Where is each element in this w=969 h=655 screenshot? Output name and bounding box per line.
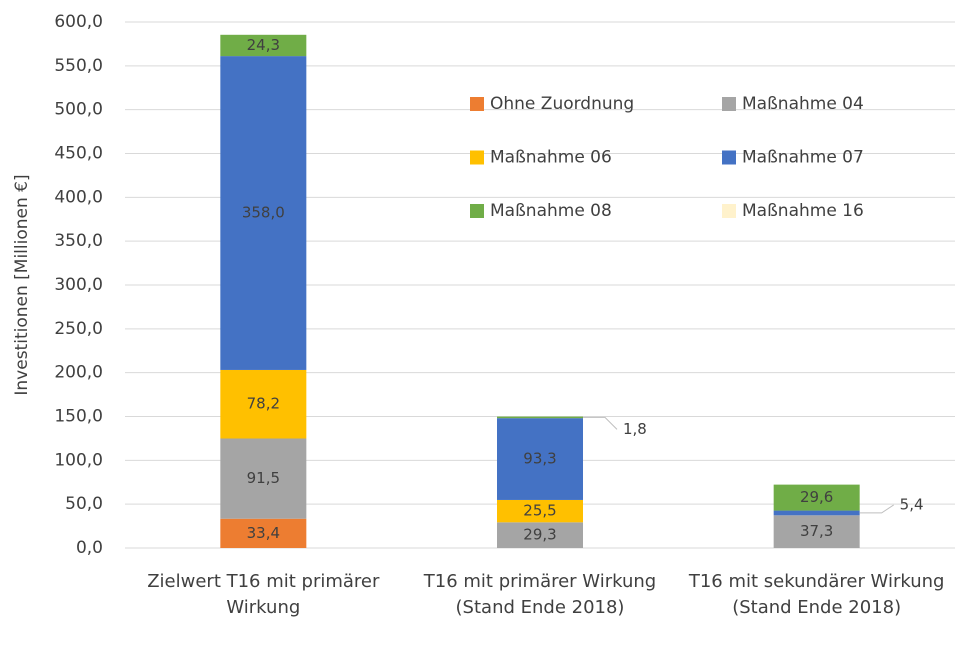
bar-segment: [773, 515, 860, 548]
bar-segment: [773, 510, 860, 516]
bar-segment: [220, 438, 307, 519]
y-tick-label: 250,0: [54, 319, 103, 339]
y-tick-label: 500,0: [54, 100, 103, 120]
value-label: 37,3: [800, 522, 833, 540]
legend-swatch: [722, 97, 736, 111]
bar-segment: [497, 418, 583, 500]
bar-segment: [497, 499, 583, 523]
legend-label: Maßnahme 07: [742, 148, 864, 168]
value-label: 358,0: [242, 204, 285, 222]
value-label: 5,4: [900, 495, 924, 513]
bar-segment: [220, 56, 307, 370]
value-label: 91,5: [247, 469, 280, 487]
legend-label: Maßnahme 16: [742, 201, 864, 221]
x-tick-line: T16 mit sekundärer Wirkung: [688, 571, 945, 592]
bar-segment: [220, 34, 307, 57]
legend-swatch: [470, 150, 484, 165]
y-tick-label: 450,0: [54, 144, 103, 164]
legend-swatch: [722, 204, 736, 218]
x-tick-label: T16 mit primärer Wirkung (Stand Ende 2018…: [423, 571, 656, 618]
bar-segment: [497, 416, 583, 419]
x-tick-label: Zielwert T16 mit primärer Wirkung: [147, 571, 380, 618]
value-label: 1,8: [623, 420, 647, 438]
y-tick-label: 300,0: [54, 275, 103, 295]
value-label: 78,2: [247, 395, 280, 413]
x-tick-line: (Stand Ende 2018): [456, 597, 625, 618]
legend-swatch: [470, 97, 484, 111]
value-label: 33,4: [247, 524, 280, 542]
bar-segment: [220, 518, 307, 548]
y-tick-label: 600,0: [54, 12, 103, 32]
y-tick-label: 0,0: [76, 538, 103, 558]
x-tick-line: Wirkung: [226, 597, 300, 618]
x-tick-line: (Stand Ende 2018): [732, 597, 901, 618]
legend-swatch: [470, 204, 484, 218]
y-tick-label: 350,0: [54, 231, 103, 251]
y-tick-label: 150,0: [54, 407, 103, 427]
y-tick-label: 400,0: [54, 187, 103, 207]
x-tick-line: T16 mit primärer Wirkung: [423, 571, 656, 592]
bar-segment: [497, 522, 583, 548]
value-label: 24,3: [247, 36, 280, 54]
leader-line: [859, 504, 894, 514]
legend-label: Maßnahme 06: [490, 148, 612, 168]
legend-swatch: [722, 150, 736, 165]
value-label: 93,3: [523, 450, 556, 468]
x-tick-label: T16 mit sekundärer Wirkung (Stand Ende 20…: [688, 571, 945, 618]
y-tick-label: 50,0: [65, 494, 103, 514]
x-tick-line: Zielwert T16 mit primärer: [147, 571, 380, 592]
legend-label: Maßnahme 04: [742, 94, 864, 114]
y-tick-label: 550,0: [54, 56, 103, 76]
y-tick-label: 100,0: [54, 450, 103, 470]
bar-segment: [220, 369, 307, 439]
legend-label: Maßnahme 08: [490, 201, 612, 221]
y-tick-label: 200,0: [54, 363, 103, 383]
value-label: 29,6: [800, 488, 833, 506]
leader-line: [583, 416, 618, 430]
bar-segment: [773, 484, 860, 511]
legend-label: Ohne Zuordnung: [490, 94, 634, 114]
value-label: 29,3: [523, 526, 556, 544]
value-label: 25,5: [523, 502, 556, 520]
y-axis-label: Investitionen [Millionen €]: [12, 174, 32, 395]
